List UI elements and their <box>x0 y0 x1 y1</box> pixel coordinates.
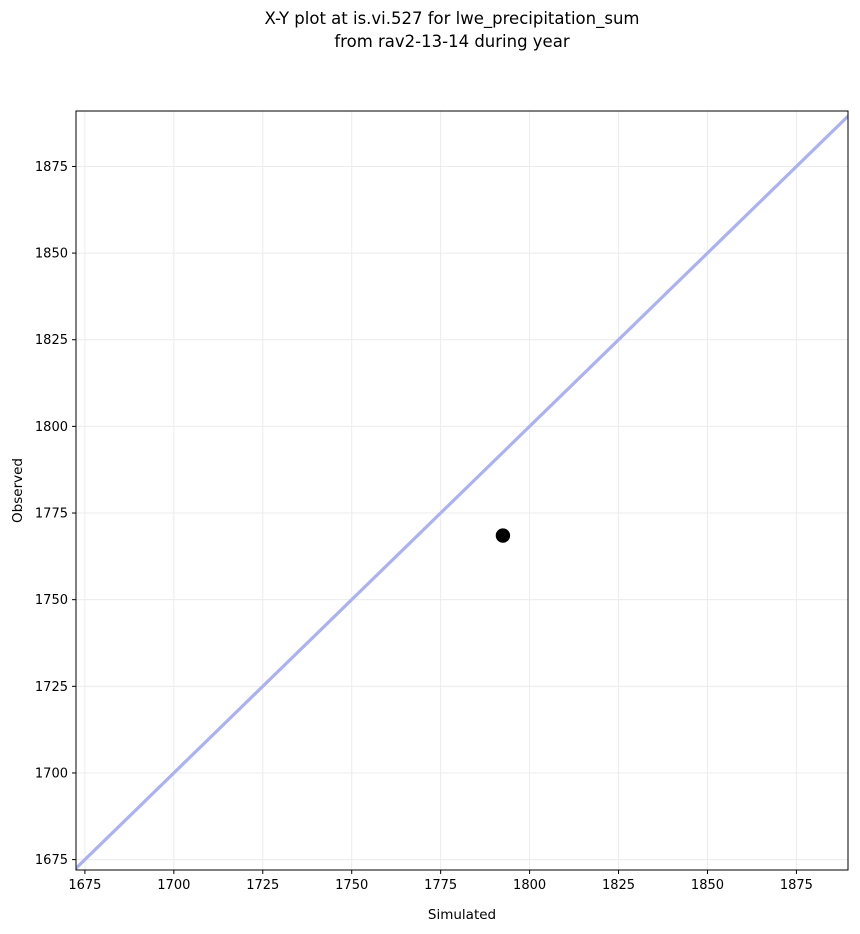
y-tick-label: 1875 <box>35 160 68 175</box>
series-layer <box>76 113 848 870</box>
grid-layer <box>76 111 848 870</box>
x-tick-label: 1800 <box>513 878 546 893</box>
y-tick-label: 1800 <box>35 420 68 435</box>
chart-title-line2: from rav2-13-14 during year <box>334 32 569 51</box>
x-tick-label: 1675 <box>68 878 101 893</box>
identity-line <box>76 113 848 870</box>
y-tick-label: 1825 <box>35 333 68 348</box>
y-axis-label: Observed <box>10 458 26 523</box>
tick-layer: 1675 1700 1725 1750 1775 1800 1825 1850 1875 1675… <box>35 160 813 893</box>
y-tick-label: 1775 <box>35 507 68 522</box>
y-tick-label: 1675 <box>35 853 68 868</box>
x-axis-label: Simulated <box>428 907 496 923</box>
x-tick-label: 1700 <box>157 878 190 893</box>
y-tick-label: 1725 <box>35 680 68 695</box>
y-tick-label: 1850 <box>35 247 68 262</box>
x-tick-label: 1825 <box>602 878 635 893</box>
x-tick-label: 1775 <box>424 878 457 893</box>
x-tick-label: 1875 <box>780 878 813 893</box>
x-tick-label: 1850 <box>691 878 724 893</box>
plot-border <box>75 110 849 871</box>
chart-title-line1: X-Y plot at is.vi.527 for lwe_precipitat… <box>265 9 640 29</box>
data-point <box>495 528 511 543</box>
y-tick-label: 1750 <box>35 593 68 608</box>
x-tick-label: 1750 <box>335 878 368 893</box>
y-tick-label: 1700 <box>35 766 68 781</box>
x-tick-label: 1725 <box>246 878 279 893</box>
